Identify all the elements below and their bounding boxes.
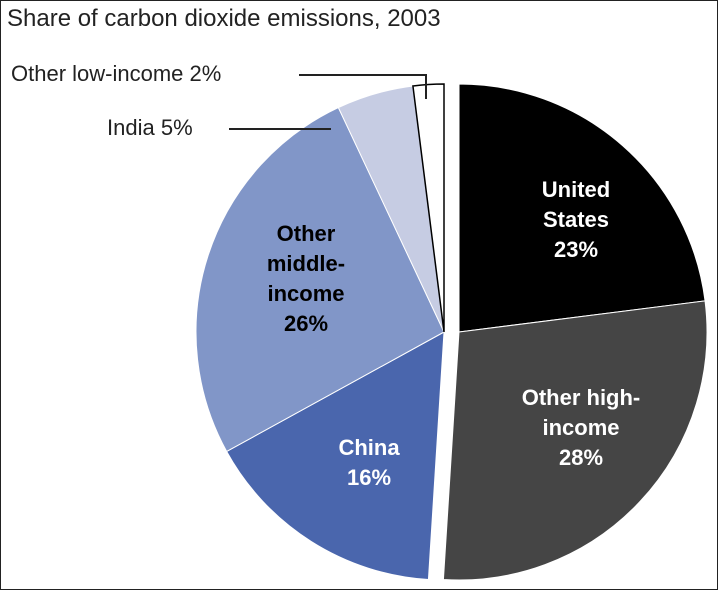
slice-label: United States 23% bbox=[516, 175, 636, 265]
slice-label: India 5% bbox=[107, 115, 193, 141]
value-label: 2% bbox=[189, 61, 222, 86]
category-label: Other high-income bbox=[521, 385, 641, 440]
pie-slice bbox=[458, 83, 706, 333]
slice-label: Other low-income 2% bbox=[11, 61, 221, 87]
slice-label: Other high-income 28% bbox=[501, 383, 661, 473]
value-label: 23% bbox=[553, 237, 599, 262]
pie-slice bbox=[442, 300, 708, 581]
slice-label: China 16% bbox=[309, 433, 429, 493]
pie-slice bbox=[195, 106, 445, 453]
pie-slice bbox=[225, 331, 445, 581]
category-label: Other low-income bbox=[11, 61, 184, 86]
leader-line bbox=[299, 74, 427, 99]
pie-slice bbox=[412, 83, 445, 333]
value-label: 26% bbox=[283, 311, 329, 336]
category-label: India bbox=[107, 115, 155, 140]
chart-title: Share of carbon dioxide emissions, 2003 bbox=[7, 5, 441, 32]
value-label: 16% bbox=[346, 465, 392, 490]
category-label: Other middle-income bbox=[266, 221, 346, 306]
category-label: China bbox=[338, 435, 400, 460]
category-label: United States bbox=[541, 177, 611, 232]
value-label: 5% bbox=[160, 115, 193, 140]
value-label: 28% bbox=[558, 445, 604, 470]
slice-label: Other middle-income 26% bbox=[251, 219, 361, 339]
